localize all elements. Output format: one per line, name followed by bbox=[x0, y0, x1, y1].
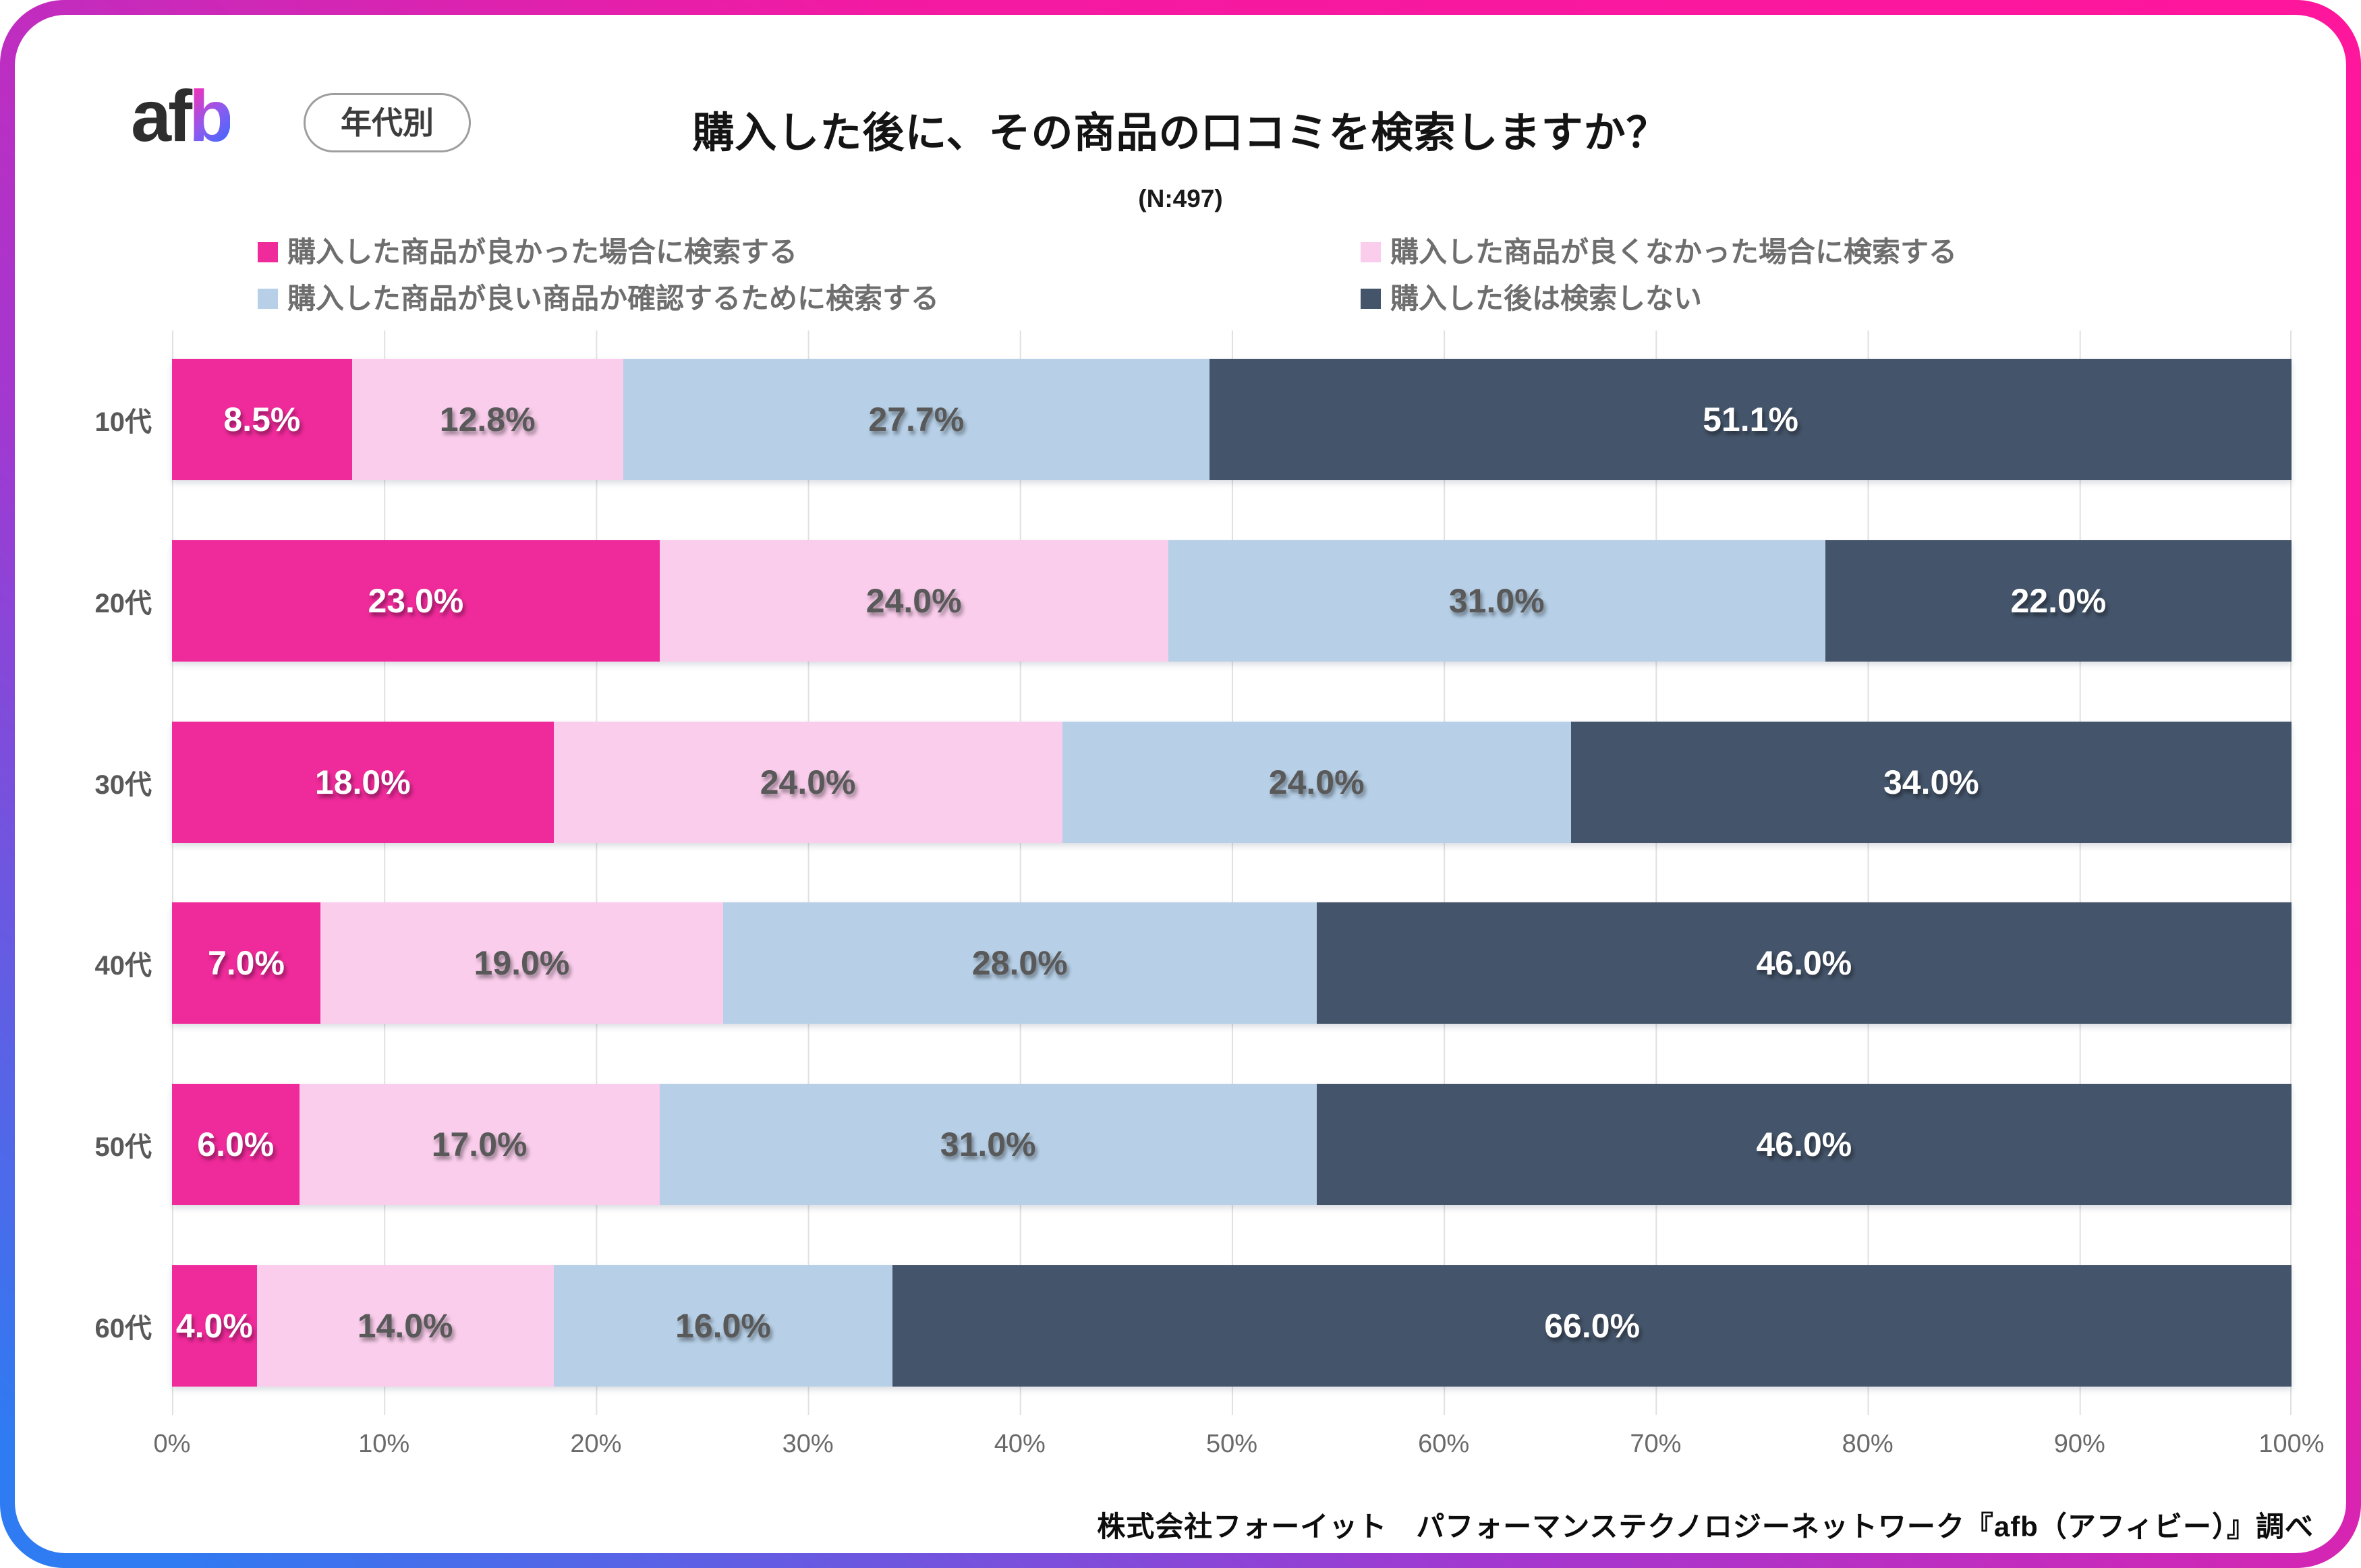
bar-value-label: 66.0% bbox=[1544, 1306, 1641, 1345]
legend-label: 購入した商品が良かった場合に検索する bbox=[287, 236, 798, 268]
bar-value-label: 31.0% bbox=[940, 1126, 1036, 1164]
bar-value-label: 31.0% bbox=[1448, 581, 1545, 620]
gridlines bbox=[172, 330, 2292, 1415]
bar-segment: 16.0% bbox=[553, 1265, 893, 1387]
bar-value-label: 18.0% bbox=[314, 763, 411, 801]
sample-size-label: (N:497) bbox=[1138, 185, 1223, 212]
bar-segment: 19.0% bbox=[320, 902, 723, 1024]
bar-segment: 34.0% bbox=[1570, 721, 2292, 843]
x-axis-tick: 100% bbox=[2258, 1430, 2325, 1458]
bar-segment: 66.0% bbox=[892, 1265, 2292, 1387]
bar-segment: 22.0% bbox=[1825, 540, 2292, 662]
bar-value-label: 24.0% bbox=[760, 763, 856, 801]
bar-segment: 23.0% bbox=[172, 540, 660, 662]
category-label: 10代 bbox=[94, 407, 152, 437]
plot-area: 10代 8.5% 12.8% 27.7% 51.1% 20代 23.0% 24.0% 31.0%… bbox=[95, 330, 2292, 1415]
bar-value-label: 23.0% bbox=[368, 581, 464, 620]
x-axis-tick: 50% bbox=[1205, 1430, 1258, 1458]
bar-value-label: 24.0% bbox=[1268, 763, 1365, 801]
chart-title: 購入した後に、その商品の口コミを検索しますか？ bbox=[692, 110, 1669, 156]
category-label: 40代 bbox=[94, 951, 152, 981]
bar-segment: 18.0% bbox=[172, 721, 554, 843]
x-axis-tick: 80% bbox=[1842, 1430, 1894, 1458]
bar-value-label: 27.7% bbox=[868, 401, 965, 438]
bar-segment: 27.7% bbox=[623, 359, 1210, 480]
bar-value-label: 7.0% bbox=[207, 944, 285, 983]
legend-swatch bbox=[1361, 288, 1381, 309]
bar-rows: 10代 8.5% 12.8% 27.7% 51.1% 20代 23.0% 24.0% 31.0%… bbox=[95, 330, 2292, 1415]
bar-row: 30代 18.0% 24.0% 24.0% 34.0% bbox=[95, 721, 2292, 843]
legend-swatch bbox=[258, 242, 278, 263]
bar-segment: 46.0% bbox=[1316, 902, 2292, 1024]
legend-swatch bbox=[1361, 242, 1381, 263]
chart-card: afb 年代別 購入した後に、その商品の口コミを検索しますか？ (N:497) … bbox=[15, 15, 2346, 1553]
bar-row: 50代 6.0% 17.0% 31.0% 46.0% bbox=[95, 1084, 2292, 1206]
bar-value-label: 34.0% bbox=[1883, 763, 1979, 801]
bar-segment: 17.0% bbox=[299, 1084, 660, 1206]
bar-segment: 4.0% bbox=[172, 1265, 257, 1387]
bar-segment: 24.0% bbox=[1062, 721, 1571, 843]
x-axis-tick: 0% bbox=[153, 1430, 191, 1458]
bar-value-label: 14.0% bbox=[357, 1306, 453, 1345]
bar-value-label: 46.0% bbox=[1756, 944, 1852, 983]
legend-label: 購入した商品が良い商品か確認するために検索する bbox=[287, 282, 940, 314]
bar-value-label: 4.0% bbox=[175, 1306, 253, 1345]
bar-segment: 31.0% bbox=[659, 1084, 1317, 1206]
bar-row: 40代 7.0% 19.0% 28.0% 46.0% bbox=[95, 902, 2292, 1024]
bar-value-label: 16.0% bbox=[675, 1306, 771, 1345]
bar-value-label: 22.0% bbox=[2010, 581, 2107, 620]
legend-item: 購入した商品が良くなかった場合に検索する bbox=[1361, 235, 2268, 270]
afb-logo: afb bbox=[131, 80, 233, 152]
x-axis-tick: 20% bbox=[570, 1430, 622, 1458]
x-axis-tick: 10% bbox=[358, 1430, 410, 1458]
afb-logo-b: b bbox=[189, 75, 233, 156]
bar-value-label: 12.8% bbox=[439, 401, 536, 438]
bar-row: 10代 8.5% 12.8% 27.7% 51.1% bbox=[95, 359, 2292, 480]
legend-label: 購入した後は検索しない bbox=[1390, 282, 1703, 314]
x-axis-tick: 70% bbox=[1630, 1430, 1682, 1458]
bar-segment: 8.5% bbox=[172, 359, 352, 480]
legend-label: 購入した商品が良くなかった場合に検索する bbox=[1390, 236, 1958, 268]
legend-item: 購入した商品が良い商品か確認するために検索する bbox=[258, 281, 1361, 317]
legend-item: 購入した後は検索しない bbox=[1361, 281, 2268, 317]
bar-segment: 31.0% bbox=[1168, 540, 1825, 662]
bar-segment: 24.0% bbox=[659, 540, 1168, 662]
bar-value-label: 19.0% bbox=[474, 944, 570, 983]
bar-segment: 7.0% bbox=[172, 902, 320, 1024]
bar-segment: 12.8% bbox=[351, 359, 623, 480]
category-label: 50代 bbox=[94, 1132, 152, 1163]
bar-value-label: 8.5% bbox=[223, 401, 301, 438]
afb-logo-af: af bbox=[131, 75, 192, 156]
bar-value-label: 24.0% bbox=[865, 581, 962, 620]
category-badge: 年代別 bbox=[304, 93, 471, 152]
legend-swatch bbox=[258, 288, 278, 309]
x-axis-tick: 40% bbox=[994, 1430, 1046, 1458]
x-axis-tick: 30% bbox=[782, 1430, 834, 1458]
legend-item: 購入した商品が良かった場合に検索する bbox=[258, 235, 1361, 270]
bar-segment: 24.0% bbox=[553, 721, 1062, 843]
legend: 購入した商品が良かった場合に検索する 購入した商品が良くなかった場合に検索する 購入… bbox=[258, 235, 2268, 316]
bar-value-label: 46.0% bbox=[1756, 1126, 1852, 1164]
bar-row: 60代 4.0% 14.0% 16.0% 66.0% bbox=[95, 1265, 2292, 1387]
x-axis-tick: 90% bbox=[2053, 1430, 2105, 1458]
x-axis-tick: 60% bbox=[1418, 1430, 1470, 1458]
bar-segment: 46.0% bbox=[1316, 1084, 2292, 1206]
category-label: 60代 bbox=[94, 1313, 152, 1343]
bar-segment: 51.1% bbox=[1210, 359, 2292, 480]
bar-row: 20代 23.0% 24.0% 31.0% 22.0% bbox=[95, 540, 2292, 662]
x-axis: 0% 10% 20% 30% 40% 50% 60% 70% 80% 90% 100% bbox=[154, 1430, 2325, 1470]
bar-value-label: 51.1% bbox=[1703, 401, 1798, 438]
bar-segment: 14.0% bbox=[256, 1265, 554, 1387]
bar-value-label: 6.0% bbox=[197, 1126, 275, 1164]
bar-value-label: 17.0% bbox=[431, 1126, 528, 1164]
category-label: 20代 bbox=[94, 588, 152, 618]
source-note: 株式会社フォーイット パフォーマンステクノロジーネットワーク『afb（アフィビー… bbox=[1097, 1511, 2314, 1542]
category-label: 30代 bbox=[94, 770, 152, 800]
bar-segment: 6.0% bbox=[172, 1084, 300, 1206]
bar-value-label: 28.0% bbox=[971, 944, 1068, 983]
bar-segment: 28.0% bbox=[722, 902, 1317, 1024]
